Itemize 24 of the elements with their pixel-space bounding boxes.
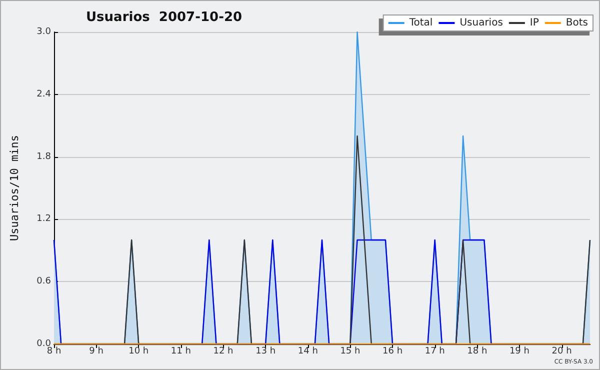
legend-label: Total <box>408 18 433 28</box>
x-tick-label: 12 h <box>213 346 234 356</box>
y-tick-label: 0.6 <box>36 276 52 287</box>
x-tick-label: 10 h <box>128 346 149 356</box>
x-tick-label: 8 h <box>46 346 62 356</box>
x-tick-label: 20 h <box>552 346 572 356</box>
x-tick-label: 11 h <box>170 346 191 356</box>
x-tick-label: 14 h <box>298 346 318 356</box>
legend-label: Usuarios <box>460 18 503 28</box>
legend-label: IP <box>530 18 539 28</box>
x-tick-label: 15 h <box>340 346 360 356</box>
x-tick-label: 9 h <box>89 346 104 356</box>
y-axis-title: Usuarios/10 mins <box>8 135 21 241</box>
x-tick-label: 19 h <box>509 346 530 356</box>
y-tick-label: 2.4 <box>36 89 52 100</box>
y-tick-label: 1.8 <box>36 152 52 162</box>
y-tick-label: 1.2 <box>36 214 51 224</box>
chart-title: Usuarios 2007-10-20 <box>86 10 242 25</box>
x-tick-label: 16 h <box>382 346 403 356</box>
x-tick-label: 17 h <box>424 346 445 356</box>
x-tick-label: 13 h <box>256 346 276 356</box>
y-tick-label: 3.0 <box>36 27 52 37</box>
x-tick-label: 18 h <box>467 346 488 356</box>
legend-label: Bots <box>566 18 588 28</box>
